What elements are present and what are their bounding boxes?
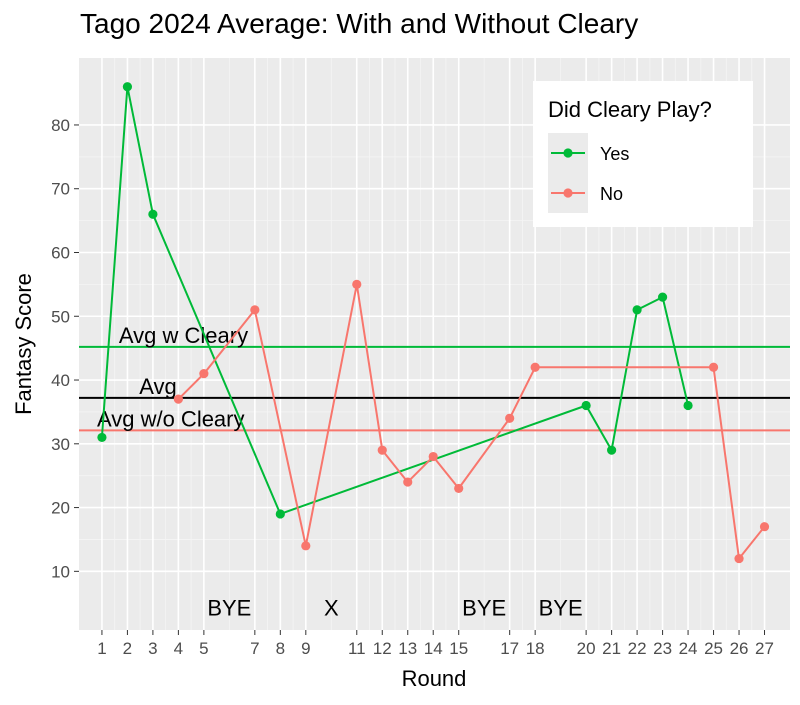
legend-label-yes: Yes bbox=[600, 144, 629, 164]
data-point-yes bbox=[657, 292, 668, 302]
annotation-label: BYE bbox=[539, 596, 583, 621]
grid-minor bbox=[79, 58, 790, 630]
x-tick-label: 2 bbox=[123, 639, 132, 658]
x-axis-title: Round bbox=[402, 666, 467, 691]
data-point-no bbox=[505, 413, 515, 423]
data-point-no bbox=[301, 541, 311, 551]
x-tick-label: 3 bbox=[148, 639, 157, 658]
y-tick-label: 30 bbox=[51, 435, 70, 454]
legend: Did Cleary Play? Yes No bbox=[533, 81, 753, 227]
x-tick-label: 8 bbox=[276, 639, 285, 658]
data-point-no bbox=[428, 451, 438, 462]
legend-label-no: No bbox=[600, 184, 623, 204]
x-tick-label: 22 bbox=[628, 639, 647, 658]
annotations-layer: BYE X BYE BYE bbox=[207, 596, 582, 621]
legend-key-yes bbox=[548, 133, 588, 173]
data-point-no bbox=[454, 483, 464, 494]
x-tick-label: 20 bbox=[577, 639, 596, 658]
x-tick-label: 27 bbox=[755, 639, 774, 658]
x-tick-label: 21 bbox=[602, 639, 621, 658]
annotation-label: X bbox=[324, 596, 339, 621]
x-axis: 1 2 3 4 5 7 8 9 11 12 13 14 15 17 18 20 21 22 23 24 25 26 27 bbox=[97, 630, 774, 658]
data-point-yes bbox=[683, 400, 693, 411]
x-tick-label: 23 bbox=[653, 639, 672, 658]
y-tick-label: 10 bbox=[51, 562, 70, 581]
y-tick-label: 40 bbox=[51, 371, 70, 390]
data-point-no bbox=[759, 522, 770, 532]
y-tick-label: 80 bbox=[51, 116, 70, 135]
data-point-no bbox=[173, 394, 183, 404]
x-tick-label: 11 bbox=[348, 639, 366, 658]
data-point-no bbox=[352, 279, 362, 289]
x-tick-label: 15 bbox=[449, 639, 468, 658]
x-tick-label: 5 bbox=[199, 639, 208, 658]
data-point-no bbox=[250, 305, 260, 315]
x-tick-label: 4 bbox=[174, 639, 183, 658]
chart-title: Tago 2024 Average: With and Without Clea… bbox=[80, 8, 638, 39]
legend-marker-yes bbox=[563, 148, 573, 158]
legend-key-no bbox=[548, 173, 588, 213]
y-tick-label: 50 bbox=[51, 307, 70, 326]
y-tick-label: 60 bbox=[51, 243, 70, 262]
x-tick-label: 7 bbox=[250, 639, 259, 658]
data-point-yes bbox=[632, 305, 642, 315]
x-tick-label: 12 bbox=[373, 639, 392, 658]
hline-label-2: Avg w/o Cleary bbox=[97, 406, 245, 431]
annotation-label: BYE bbox=[462, 596, 506, 621]
data-point-yes bbox=[275, 509, 285, 519]
x-tick-label: 17 bbox=[500, 639, 519, 658]
series-layer bbox=[97, 82, 770, 564]
data-point-yes bbox=[148, 209, 158, 219]
x-tick-label: 9 bbox=[301, 639, 310, 658]
y-tick-label: 70 bbox=[51, 180, 70, 199]
hline-label-1: Avg bbox=[139, 374, 177, 399]
y-axis-title: Fantasy Score bbox=[11, 273, 36, 415]
data-point-yes bbox=[581, 400, 591, 411]
data-point-yes bbox=[97, 432, 107, 443]
x-tick-label: 24 bbox=[679, 639, 698, 658]
x-tick-label: 1 bbox=[97, 639, 106, 658]
data-point-no bbox=[708, 362, 719, 372]
hline-label-0: Avg w Cleary bbox=[119, 323, 248, 348]
data-point-no bbox=[530, 362, 540, 372]
x-tick-label: 25 bbox=[704, 639, 723, 658]
data-point-no bbox=[403, 477, 413, 487]
data-point-no bbox=[734, 553, 744, 564]
x-tick-label: 14 bbox=[424, 639, 443, 658]
x-tick-label: 13 bbox=[398, 639, 417, 658]
data-point-no bbox=[199, 369, 209, 379]
annotation-label: BYE bbox=[207, 596, 251, 621]
data-point-yes bbox=[122, 82, 133, 92]
x-tick-label: 26 bbox=[730, 639, 749, 658]
reference-lines: Avg w Cleary Avg Avg w/o Cleary bbox=[79, 323, 790, 432]
data-point-no bbox=[377, 445, 387, 455]
legend-title: Did Cleary Play? bbox=[548, 97, 712, 122]
grid-major bbox=[79, 58, 790, 630]
legend-marker-no bbox=[563, 188, 573, 198]
y-tick-label: 20 bbox=[51, 499, 70, 518]
x-tick-label: 18 bbox=[526, 639, 545, 658]
data-point-yes bbox=[607, 445, 617, 455]
series-line-no bbox=[177, 283, 766, 560]
y-axis: 10 20 30 40 50 60 70 80 bbox=[51, 116, 79, 581]
